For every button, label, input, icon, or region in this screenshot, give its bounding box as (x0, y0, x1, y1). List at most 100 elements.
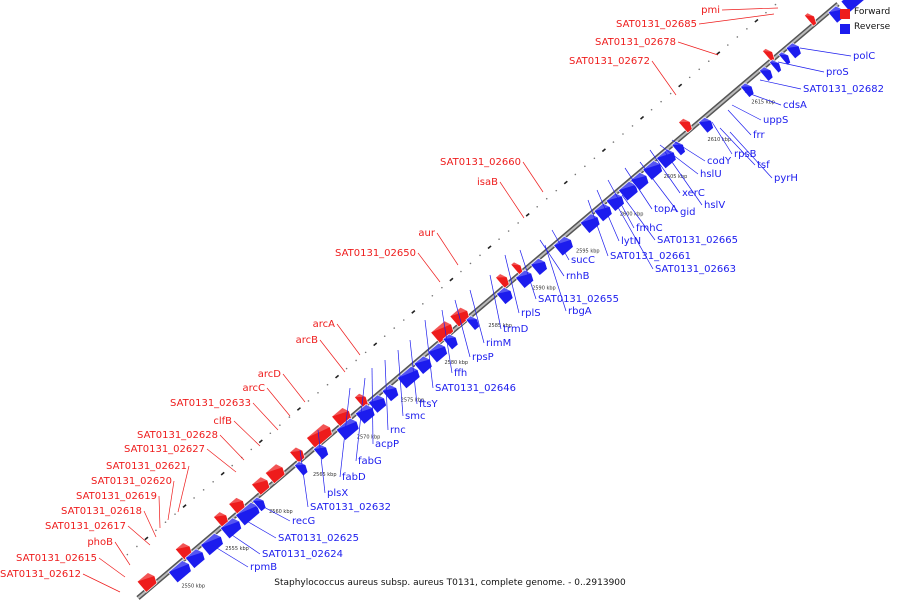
tick-label: 2605 kbp (664, 174, 688, 180)
guide-dot (650, 108, 653, 111)
svg-text:ftsY: ftsY (419, 399, 438, 410)
reverse-gene (778, 51, 791, 66)
reverse-label: SAT0131_02663 (614, 201, 736, 275)
reverse-label: tsf (719, 127, 770, 171)
reverse-label: SAT0131_02624 (231, 534, 343, 560)
svg-text:arcC: arcC (243, 383, 266, 394)
svg-text:plsX: plsX (327, 488, 348, 499)
forward-label: arcD (258, 369, 306, 403)
forward-label: SAT0131_02612 (0, 569, 121, 593)
svg-text:SAT0131_02650: SAT0131_02650 (335, 248, 416, 259)
guide-dot (774, 3, 777, 6)
svg-text:SAT0131_02663: SAT0131_02663 (655, 264, 736, 275)
svg-text:proS: proS (826, 67, 849, 78)
svg-text:SAT0131_02624: SAT0131_02624 (262, 549, 343, 560)
forward-label: phoB (87, 537, 131, 566)
reverse-label: hslV (664, 151, 725, 211)
legend-forward: Forward (836, 7, 900, 21)
forward-label: SAT0131_02633 (170, 398, 279, 431)
tick-label: 2615 kbp (751, 100, 775, 106)
guide-dot (364, 351, 367, 354)
reverse-label: sucC (551, 229, 595, 266)
guide-dot (307, 400, 310, 402)
guide-dash (563, 180, 568, 185)
guide-dash (220, 471, 225, 476)
guide-dot (383, 335, 386, 337)
tick-label: 2565 kbp (313, 472, 337, 478)
kbp-ticks: 2550 kbp 2555 kbp 2560 kbp 2565 kbp 2570 kbp… (181, 100, 775, 590)
guide-dot (326, 383, 329, 386)
reverse-label: codY (671, 139, 732, 167)
guide-dot (727, 44, 729, 46)
svg-text:arcB: arcB (296, 335, 319, 346)
forward-label: SAT0131_02617 (45, 521, 151, 546)
dotted-guide-line (126, 3, 777, 556)
tick-label: 2610 kbp (708, 137, 732, 143)
legend: Forward Reverse (836, 6, 900, 36)
guide-dash (258, 439, 263, 444)
guide-dot (288, 416, 291, 418)
reverse-label: trmD (489, 274, 529, 335)
guide-dot (631, 125, 634, 127)
svg-text:SAT0131_02620: SAT0131_02620 (91, 476, 172, 487)
reverse-label: SAT0131_02665 (621, 194, 738, 246)
guide-dot (507, 230, 510, 232)
guide-dot (593, 157, 596, 160)
svg-text:rpmB: rpmB (250, 562, 277, 573)
svg-text:rpsP: rpsP (472, 352, 494, 363)
svg-text:rnc: rnc (390, 425, 406, 436)
guide-dash (449, 277, 454, 282)
guide-dash (487, 245, 492, 250)
reverse-label: polC (799, 47, 875, 62)
reverse-gene (235, 501, 261, 527)
forward-gene (510, 261, 524, 276)
svg-text:SAT0131_02618: SAT0131_02618 (61, 506, 142, 517)
guide-dot (612, 141, 615, 143)
svg-text:SAT0131_02678: SAT0131_02678 (595, 37, 676, 48)
reverse-labels: polCproSSAT0131_02682cdsAuppSfrrrpsBtsfp… (211, 47, 884, 573)
guide-dot (746, 28, 748, 30)
svg-text:fabD: fabD (342, 472, 366, 483)
svg-text:uppS: uppS (763, 115, 788, 126)
reverse-label: rpmB (211, 544, 277, 573)
forward-gene (251, 476, 271, 496)
guide-dot (164, 521, 167, 524)
guide-dot (402, 319, 405, 321)
guide-dot (193, 497, 195, 499)
forward-label: aur (418, 228, 459, 266)
guide-dot (460, 270, 462, 273)
reverse-label: cdsA (744, 91, 807, 111)
svg-text:hslV: hslV (704, 200, 725, 211)
forward-label: arcA (313, 319, 361, 356)
guide-dot (707, 60, 710, 63)
reverse-label: ftsY (409, 339, 438, 410)
svg-text:SAT0131_02632: SAT0131_02632 (310, 502, 391, 513)
svg-text:topA: topA (654, 204, 677, 215)
guide-dot (545, 197, 548, 200)
guide-dot (574, 173, 577, 176)
guide-dot (584, 165, 586, 168)
guide-dot (155, 529, 157, 532)
svg-text:SAT0131_02628: SAT0131_02628 (137, 430, 218, 441)
svg-text:clfB: clfB (213, 416, 232, 427)
reverse-label: rnc (384, 359, 406, 436)
guide-dot (688, 76, 691, 79)
reverse-gene (630, 171, 650, 192)
guide-dot (269, 432, 272, 435)
svg-text:aur: aur (418, 228, 435, 239)
svg-text:rplS: rplS (521, 308, 541, 319)
svg-text:SAT0131_02619: SAT0131_02619 (76, 491, 157, 502)
forward-label: clfB (213, 416, 261, 447)
guide-dot (422, 303, 424, 305)
forward-label: SAT0131_02650 (335, 248, 441, 283)
guide-dot (202, 489, 205, 491)
reverse-gene (758, 66, 774, 82)
reverse-gene (617, 180, 639, 202)
reverse-label: rbgA (544, 244, 592, 317)
guide-dash (144, 536, 149, 541)
svg-text:recG: recG (292, 516, 315, 527)
svg-text:pmi: pmi (701, 5, 720, 16)
reverse-label: rnhB (539, 239, 590, 282)
guide-dot (355, 359, 357, 362)
guide-dash (373, 342, 378, 347)
